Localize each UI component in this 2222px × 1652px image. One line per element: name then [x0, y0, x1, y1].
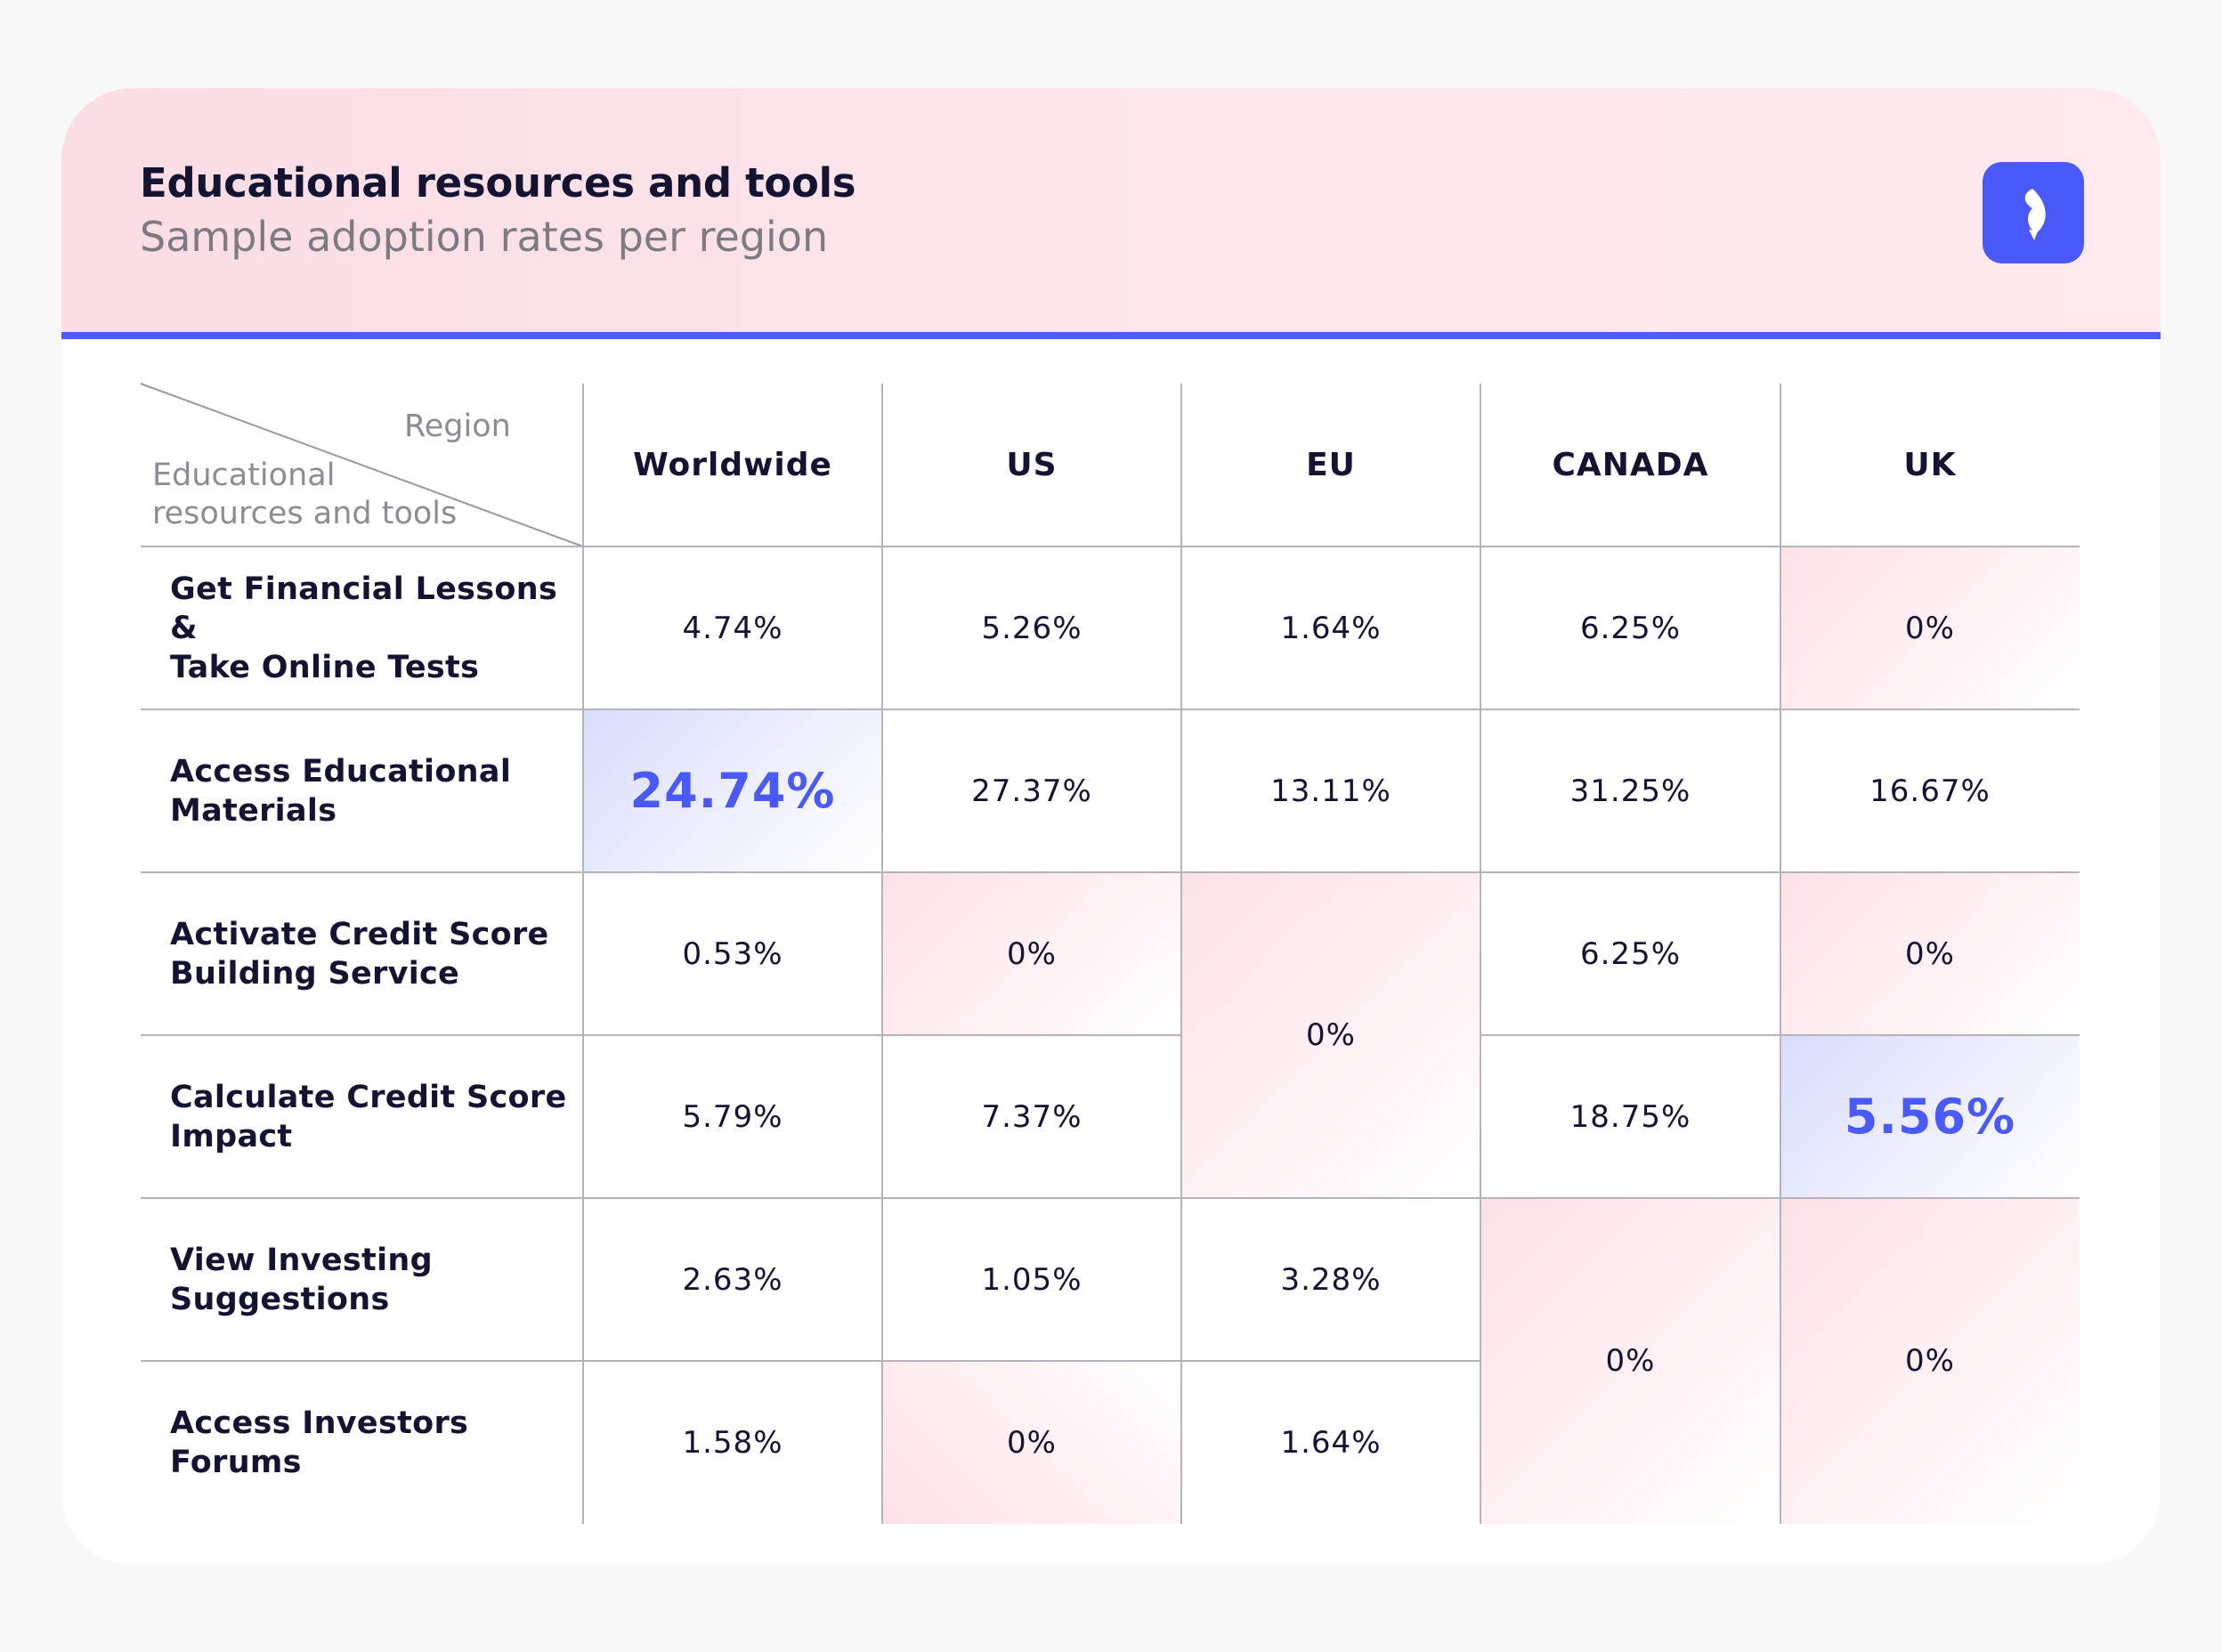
- row-divider: [1181, 871, 1480, 873]
- row-divider: [141, 709, 583, 710]
- row-divider: [1181, 546, 1480, 547]
- row-divider: [1780, 1034, 2080, 1036]
- cell-highlight: [1181, 872, 1480, 1198]
- row-divider: [1181, 709, 1480, 710]
- row-label: Access Investors Forums: [170, 1405, 469, 1480]
- cell-highlight: [583, 709, 882, 872]
- row-divider: [882, 1034, 1181, 1036]
- adoption-table: Region Educational resources and tools W…: [61, 88, 2161, 1565]
- value-cell: 0%: [1007, 935, 1057, 972]
- value-cell: 0.53%: [682, 935, 783, 972]
- row-divider: [882, 709, 1181, 710]
- value-cell: 0%: [1007, 1424, 1057, 1461]
- value-cell: 16.67%: [1869, 773, 1991, 809]
- value-cell: 1.58%: [682, 1424, 783, 1461]
- value-cell: 27.37%: [971, 773, 1092, 809]
- header-banner: Educational resources and tools Sample a…: [61, 88, 2161, 339]
- column-header-worldwide: Worldwide: [633, 447, 832, 483]
- row-divider: [1480, 871, 1780, 873]
- value-cell: 1.05%: [981, 1261, 1083, 1298]
- value-cell: 7.37%: [981, 1098, 1083, 1135]
- column-header-canada: CANADA: [1552, 447, 1709, 483]
- row-divider: [1780, 1197, 2080, 1199]
- row-divider: [1480, 1197, 1780, 1199]
- cell-highlight: [1780, 1198, 2080, 1524]
- row-label: Calculate Credit Score Impact: [170, 1079, 567, 1154]
- row-divider: [583, 1034, 882, 1036]
- highlighted-value-cell: 5.56%: [1844, 1089, 2016, 1145]
- brand-logo-icon: [1983, 162, 2084, 263]
- row-divider: [882, 871, 1181, 873]
- corner-column-axis-label: Region: [404, 409, 511, 444]
- column-divider: [1180, 384, 1182, 1524]
- value-cell: 31.25%: [1569, 773, 1691, 809]
- row-divider: [1480, 709, 1780, 710]
- row-label: Access Educational Materials: [170, 753, 512, 829]
- merged-value-cell: 0%: [1306, 1017, 1356, 1053]
- value-cell: 6.25%: [1579, 610, 1681, 646]
- column-header-us: US: [1006, 447, 1058, 483]
- row-label: View Investing Suggestions: [170, 1242, 433, 1317]
- page-subtitle: Sample adoption rates per region: [140, 213, 829, 261]
- row-divider: [141, 1197, 583, 1199]
- value-cell: 1.64%: [1280, 1424, 1382, 1461]
- column-divider: [582, 384, 584, 1524]
- value-cell: 5.26%: [981, 610, 1083, 646]
- row-divider: [141, 546, 583, 547]
- merged-value-cell: 0%: [1905, 1343, 1955, 1379]
- column-divider: [1780, 384, 1781, 1524]
- value-cell: 5.79%: [682, 1098, 783, 1135]
- value-cell: 18.75%: [1569, 1098, 1691, 1135]
- row-divider: [882, 1360, 1181, 1362]
- value-cell: 2.63%: [682, 1261, 783, 1298]
- page-title: Educational resources and tools: [140, 159, 856, 206]
- corner-row-axis-label: Educational resources and tools: [152, 458, 458, 531]
- row-divider: [583, 871, 882, 873]
- row-divider: [1780, 709, 2080, 710]
- column-divider: [1480, 384, 1481, 1524]
- highlighted-value-cell: 24.74%: [629, 763, 836, 819]
- row-divider: [583, 1197, 882, 1199]
- column-header-uk: UK: [1903, 447, 1957, 483]
- row-label: Activate Credit Score Building Service: [170, 916, 549, 992]
- cell-highlight: [1480, 1198, 1780, 1524]
- value-cell: 0%: [1905, 935, 1955, 972]
- cell-highlight: [882, 872, 1181, 1035]
- row-divider: [1480, 1034, 1780, 1036]
- row-label: Get Financial Lessons & Take Online Test…: [170, 571, 558, 685]
- row-divider: [583, 1360, 882, 1362]
- row-divider: [1780, 546, 2080, 547]
- corner-diagonal: [140, 383, 584, 547]
- row-divider: [882, 546, 1181, 547]
- merged-value-cell: 0%: [1605, 1343, 1656, 1379]
- value-cell: 0%: [1905, 610, 1955, 646]
- value-cell: 4.74%: [682, 610, 783, 646]
- cell-highlight: [1780, 872, 2080, 1035]
- cell-highlight: [1780, 1035, 2080, 1198]
- column-header-eu: EU: [1306, 447, 1356, 483]
- row-divider: [882, 1197, 1181, 1199]
- cell-highlight: [882, 1361, 1181, 1524]
- value-cell: 13.11%: [1270, 773, 1391, 809]
- row-divider: [1181, 1197, 1480, 1199]
- chart-card: Educational resources and tools Sample a…: [61, 88, 2161, 1565]
- row-divider: [1181, 1360, 1480, 1362]
- row-divider: [1780, 871, 2080, 873]
- cell-highlight: [1780, 547, 2080, 709]
- row-divider: [141, 871, 583, 873]
- row-divider: [141, 1360, 583, 1362]
- row-divider: [141, 1034, 583, 1036]
- row-divider: [1480, 546, 1780, 547]
- value-cell: 6.25%: [1579, 935, 1681, 972]
- row-divider: [583, 546, 882, 547]
- row-divider: [583, 709, 882, 710]
- value-cell: 1.64%: [1280, 610, 1382, 646]
- value-cell: 3.28%: [1280, 1261, 1382, 1298]
- column-divider: [881, 384, 883, 1524]
